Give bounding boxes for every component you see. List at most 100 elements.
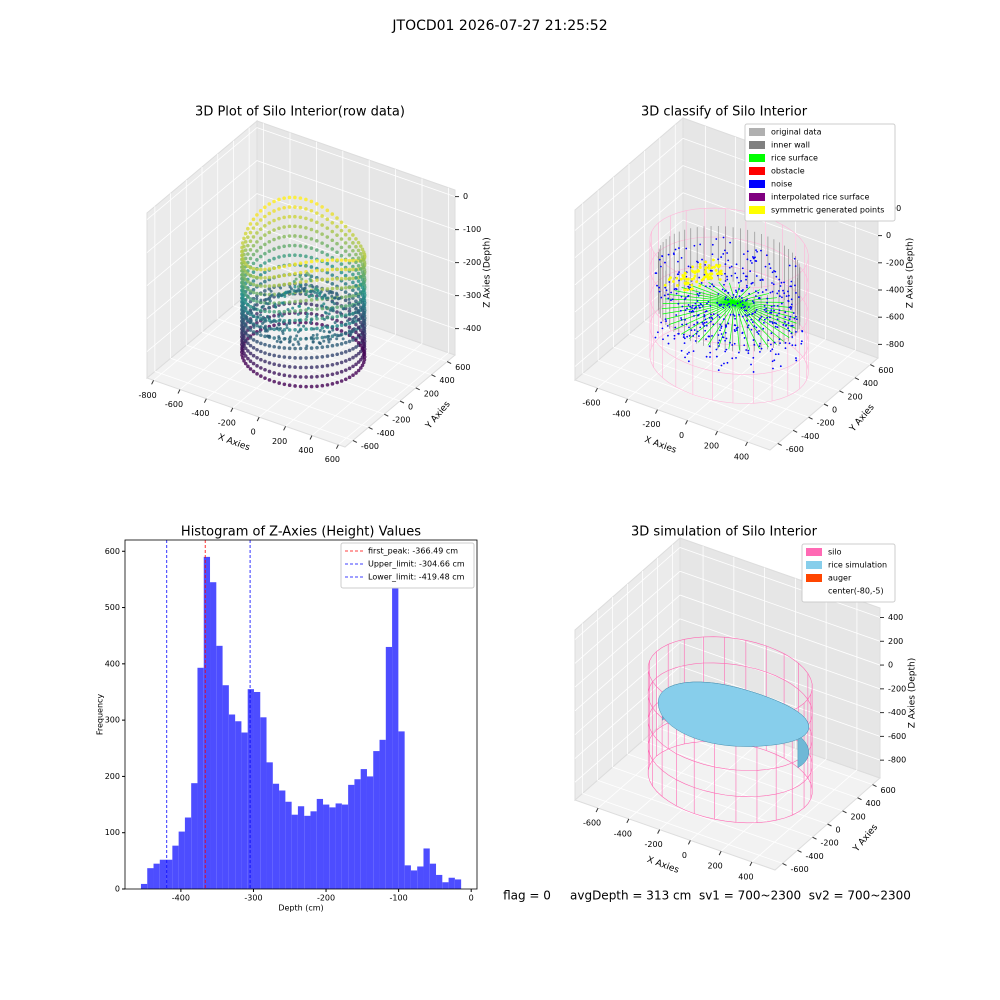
noise-point (771, 271, 774, 274)
scan-point (243, 361, 248, 366)
noise-point (733, 342, 736, 345)
scan-point (356, 308, 360, 312)
legend-swatch (749, 154, 765, 162)
scan-point (358, 313, 363, 317)
scan-point (309, 259, 314, 264)
noise-point (704, 263, 707, 266)
scan-point (361, 334, 366, 338)
scan-point (330, 267, 335, 272)
legend-label: auger (828, 574, 852, 583)
scan-point (330, 382, 335, 386)
grid-line (574, 642, 681, 735)
noise-point (720, 325, 723, 328)
x-tick-label: -400 (191, 409, 209, 418)
bar (366, 776, 374, 889)
noise-point (741, 297, 743, 299)
scan-point (322, 302, 326, 306)
noise-point (691, 306, 693, 309)
scan-point (242, 236, 246, 241)
noise-point (703, 321, 706, 324)
scan-point (251, 261, 256, 266)
chart-title: 3D classify of Silo Interior (641, 105, 808, 120)
scan-point (358, 336, 363, 340)
bar (203, 556, 211, 889)
legend-label: center(-80,-5) (828, 587, 884, 596)
scan-point (339, 253, 344, 258)
bar (398, 731, 405, 889)
scan-point (263, 324, 267, 328)
scan-point (347, 285, 352, 290)
noise-point (724, 280, 727, 282)
scan-point (293, 299, 297, 304)
grid-line (627, 753, 828, 825)
scan-point (358, 244, 363, 248)
noise-point (674, 248, 677, 251)
scan-point (245, 317, 249, 321)
y-tick-label: 200 (424, 389, 439, 398)
noise-point (665, 289, 668, 292)
scan-point (330, 212, 335, 216)
noise-point (723, 283, 725, 286)
scan-point (252, 307, 256, 311)
noise-point (715, 348, 718, 351)
scan-point (328, 330, 332, 334)
bar (166, 859, 173, 889)
noise-point (788, 342, 791, 345)
noise-point (741, 315, 744, 318)
scan-point (298, 299, 303, 303)
scan-point (282, 254, 286, 258)
x-tick-label: -400 (614, 829, 632, 838)
scan-point (298, 280, 303, 284)
noise-point (754, 256, 756, 259)
generated-point (693, 274, 697, 278)
scan-point (263, 334, 267, 339)
scan-point (282, 382, 287, 387)
noise-point (665, 320, 667, 322)
x-tick-label: 200 (708, 862, 723, 871)
scan-point (320, 258, 325, 263)
scan-point (309, 336, 313, 340)
scan-point (267, 378, 272, 382)
rice-surface (734, 301, 769, 348)
noise-point (738, 313, 740, 316)
rice-surface (669, 294, 736, 303)
noise-point (699, 243, 702, 246)
scan-point (304, 292, 308, 296)
scan-point (287, 253, 292, 258)
noise-point (758, 318, 761, 321)
noise-point (719, 323, 722, 326)
noise-point (766, 301, 769, 304)
scan-point (251, 217, 256, 222)
legend-box (744, 123, 896, 222)
tick-mark (203, 398, 207, 403)
grid-line (679, 594, 881, 666)
scan-point (320, 326, 325, 330)
scan-point (320, 374, 325, 378)
noise-point (745, 309, 748, 312)
noise-point (698, 276, 701, 279)
scan-point (356, 240, 361, 245)
scan-point (297, 323, 301, 327)
bar (241, 732, 248, 889)
scan-point (354, 345, 358, 349)
x-tick-label: -600 (582, 399, 600, 408)
scan-point (277, 323, 281, 327)
scan-point (309, 227, 314, 232)
noise-point (746, 250, 749, 253)
scan-point (272, 353, 277, 358)
scan-point (251, 290, 256, 295)
noise-point (660, 265, 662, 268)
scan-point (255, 258, 259, 262)
scan-point (306, 306, 310, 310)
noise-point (791, 336, 794, 338)
scan-point (330, 362, 335, 367)
noise-point (784, 347, 787, 350)
tick-mark (151, 380, 155, 385)
scan-point (263, 289, 267, 293)
noise-point (780, 281, 783, 284)
scan-point (304, 260, 308, 265)
legend-swatch (749, 167, 765, 175)
tick-mark (745, 441, 748, 447)
noise-point (729, 241, 732, 244)
scan-point (248, 222, 253, 226)
